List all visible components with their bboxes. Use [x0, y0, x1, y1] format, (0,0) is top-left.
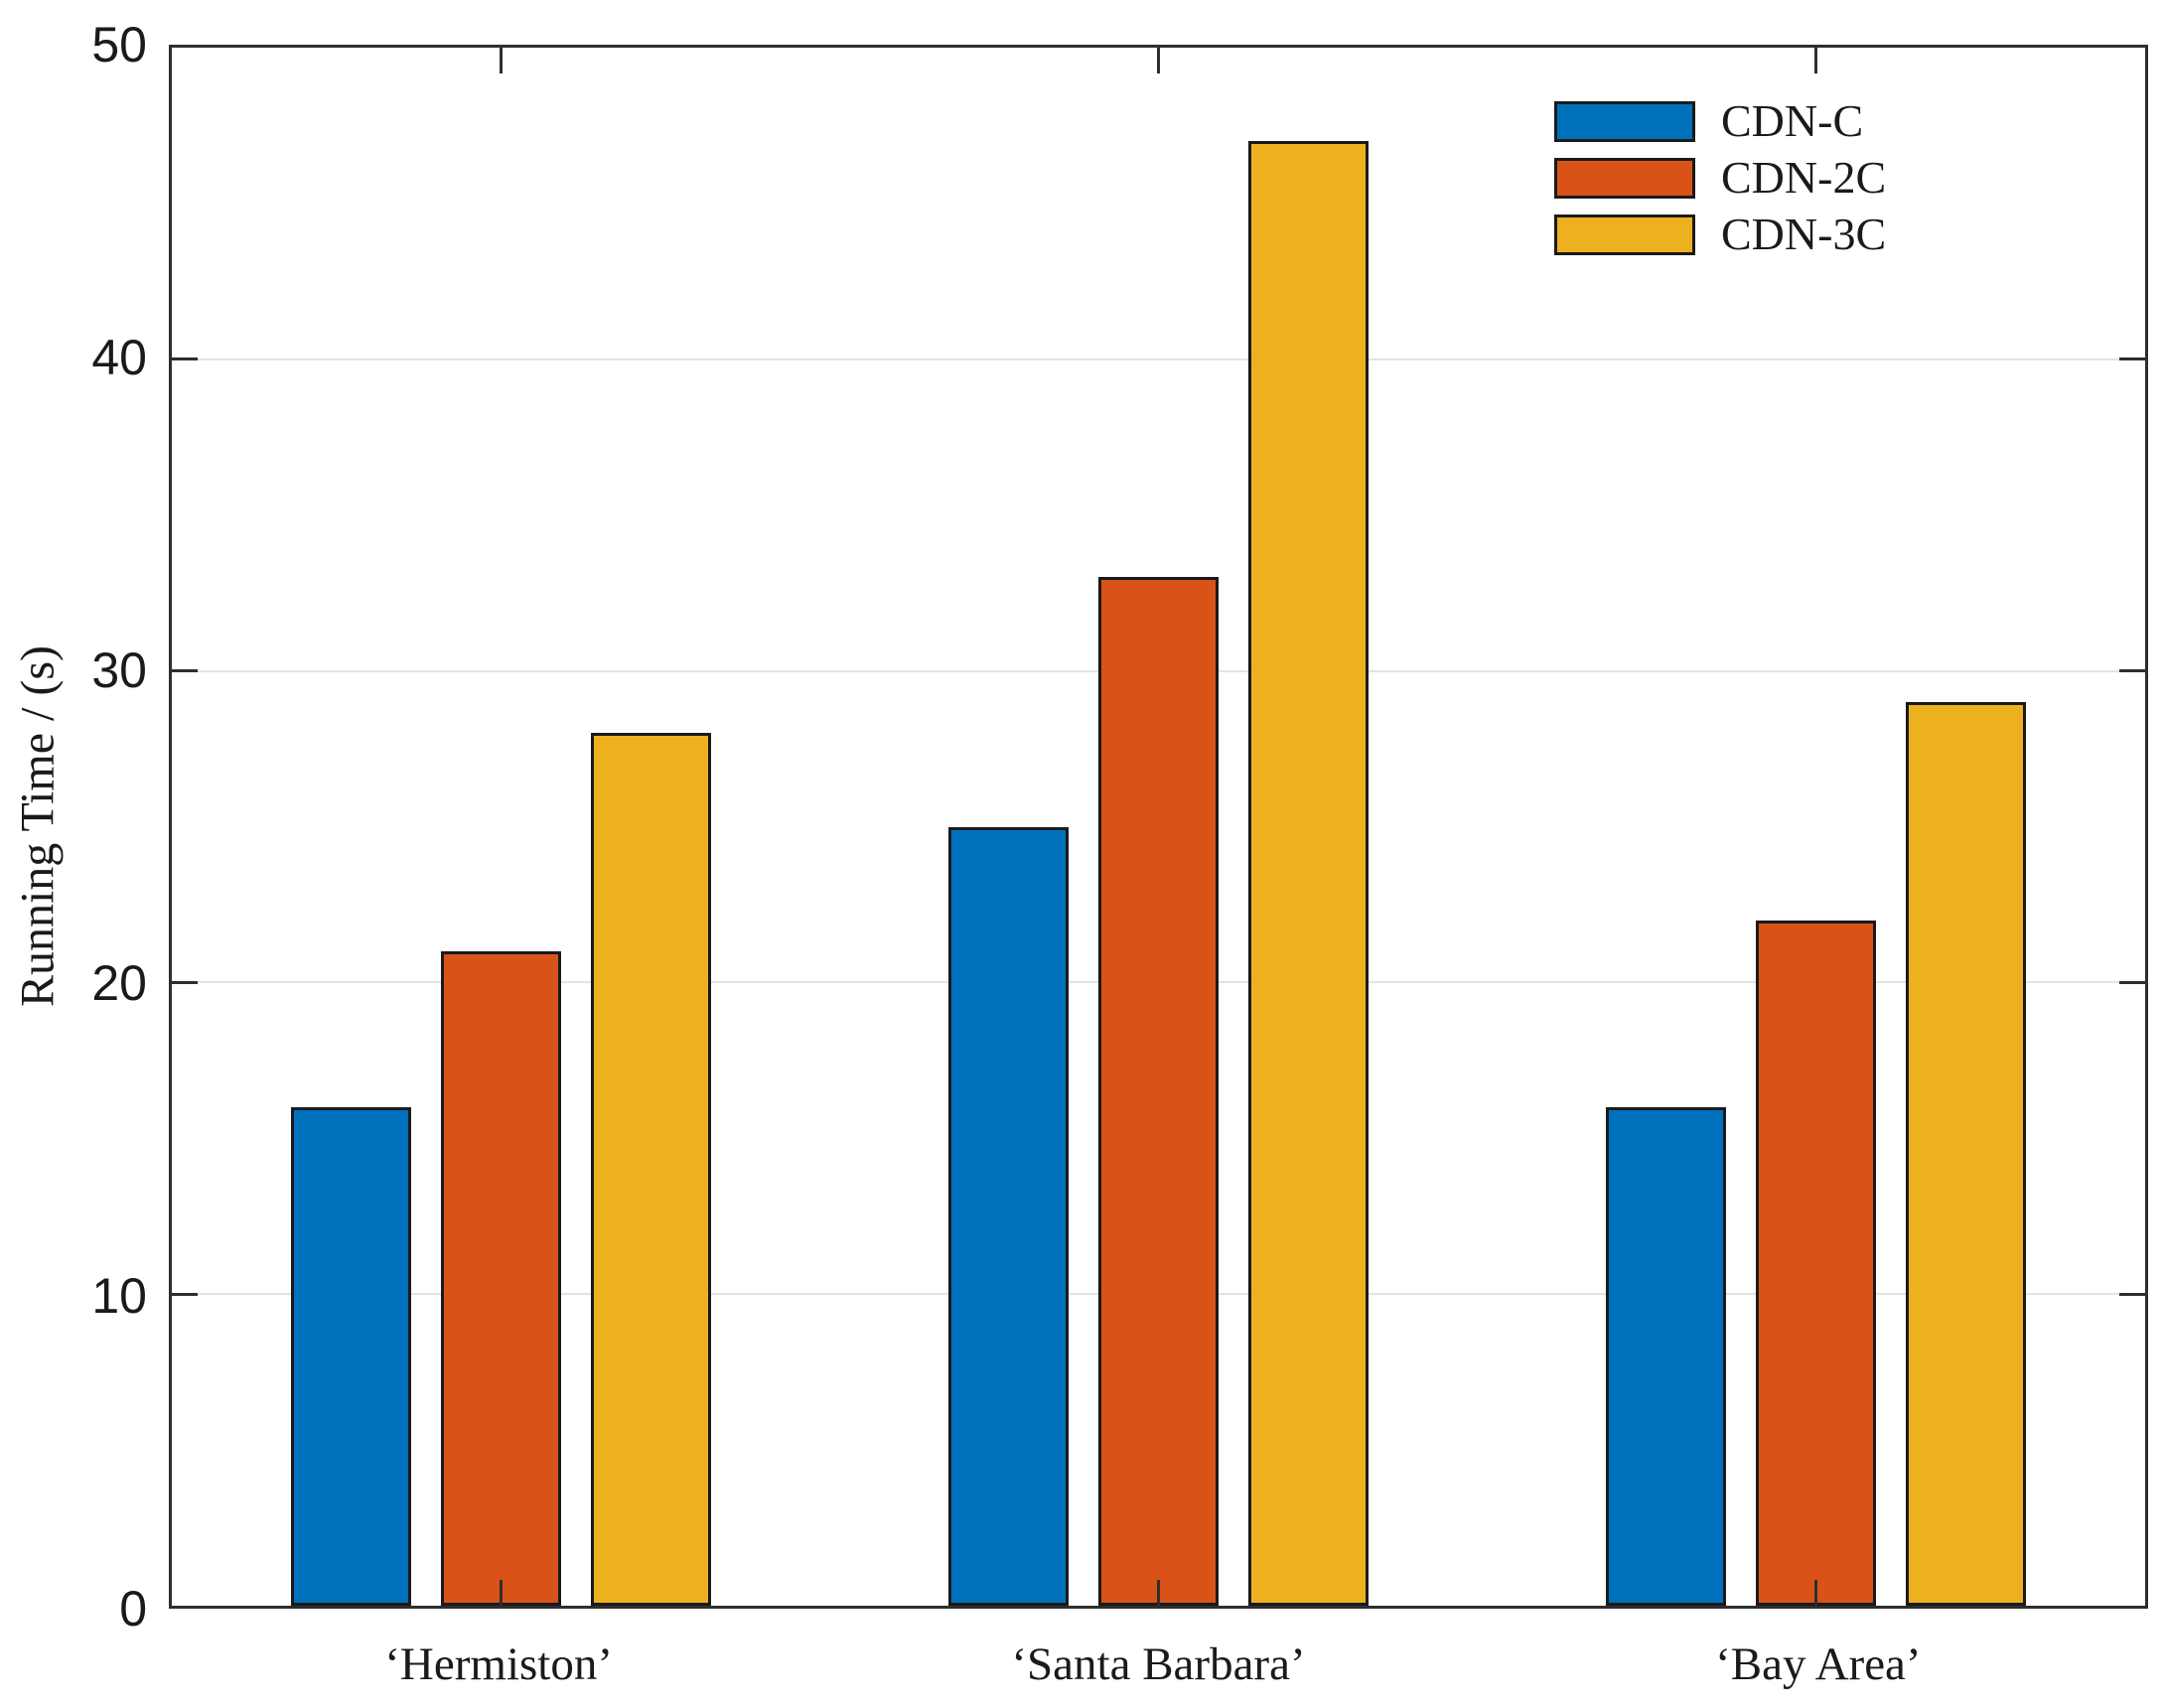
y-tick-right-10 — [2119, 1292, 2145, 1296]
y-tick-label-30: 30 — [91, 642, 147, 698]
x-category-label-1: ‘Hermiston’ — [384, 1638, 614, 1690]
legend-item-cdn-c: CDN-C — [1554, 96, 1863, 146]
legend-item-cdn-3c: CDN-3C — [1554, 210, 1886, 259]
bar-cdn-c-group3 — [1606, 1106, 1727, 1606]
y-tick-right-30 — [2119, 669, 2145, 673]
bar-cdn-2c-group1 — [440, 951, 561, 1606]
legend-label-cdn-c: CDN-C — [1721, 95, 1864, 146]
y-tick-left-40 — [172, 357, 198, 361]
x-tick-bottom-group2 — [1157, 1580, 1160, 1606]
x-category-label-3: ‘Bay Area’ — [1715, 1638, 1922, 1690]
x-tick-top-group3 — [1814, 48, 1818, 73]
legend-label-cdn-3c: CDN-3C — [1721, 209, 1887, 259]
y-tick-left-30 — [172, 669, 198, 673]
plot-area — [169, 45, 2148, 1609]
bar-cdn-3c-group2 — [1248, 141, 1369, 1606]
x-tick-top-group2 — [1157, 48, 1160, 73]
gridline-y-40 — [172, 357, 2145, 360]
y-tick-label-50: 50 — [91, 17, 147, 72]
legend-swatch-cdn-2c — [1554, 157, 1695, 199]
bar-cdn-c-group2 — [948, 826, 1069, 1606]
bar-cdn-2c-group3 — [1756, 920, 1877, 1606]
y-tick-label-40: 40 — [91, 330, 147, 385]
x-category-label-2: ‘Santa Barbara’ — [1011, 1638, 1306, 1690]
bar-cdn-3c-group1 — [590, 733, 711, 1606]
y-tick-label-20: 20 — [91, 955, 147, 1011]
y-tick-label-10: 10 — [91, 1268, 147, 1324]
y-tick-right-40 — [2119, 357, 2145, 361]
y-tick-label-0: 0 — [119, 1581, 147, 1637]
legend-swatch-cdn-c — [1554, 100, 1695, 142]
x-tick-bottom-group3 — [1814, 1580, 1818, 1606]
bar-cdn-3c-group3 — [1906, 701, 2027, 1606]
x-tick-top-group1 — [499, 48, 503, 73]
legend-label-cdn-2c: CDN-2C — [1721, 152, 1887, 203]
x-tick-bottom-group1 — [499, 1580, 503, 1606]
y-tick-left-10 — [172, 1292, 198, 1296]
legend-swatch-cdn-3c — [1554, 214, 1695, 255]
y-tick-left-20 — [172, 980, 198, 984]
bar-cdn-2c-group2 — [1098, 577, 1219, 1606]
bar-cdn-c-group1 — [290, 1106, 411, 1606]
legend-item-cdn-2c: CDN-2C — [1554, 153, 1886, 203]
y-tick-right-20 — [2119, 980, 2145, 984]
